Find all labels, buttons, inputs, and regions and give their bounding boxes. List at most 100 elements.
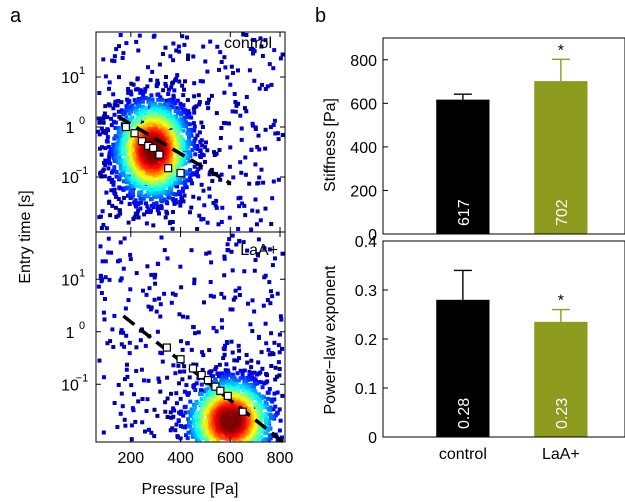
scatter-control-point [232, 92, 237, 96]
scatter-control-point [179, 105, 184, 110]
scatter-laa-point [230, 413, 235, 418]
scatter-laa-point [171, 363, 176, 368]
scatter-control-point [207, 186, 212, 191]
scatter-control-point [130, 174, 135, 179]
scatter-control-point [121, 173, 126, 178]
scatter-laa-point [119, 342, 124, 347]
scatter-control-binned-mean [130, 129, 139, 138]
scatter-control-point [124, 180, 129, 185]
scatter-laa-point [102, 317, 107, 322]
scatter-control-point [166, 92, 171, 96]
scatter-control-point [170, 226, 175, 231]
scatter-control-point [126, 156, 131, 161]
scatter-laa-point [179, 285, 184, 290]
scatter-control-point [205, 101, 209, 106]
scatter-laa-point [205, 418, 210, 423]
scatter-control-point [123, 153, 128, 158]
scatter-control-point [140, 171, 145, 176]
scatter-laa-point [232, 382, 237, 387]
scatter-control-point [221, 121, 226, 125]
scatter-laa-point [158, 389, 163, 394]
scatter-control-point [141, 173, 146, 178]
scatter-control-point [109, 177, 114, 182]
bar-stiffness: 617 702 * 0 200 400 600 800 [350, 37, 625, 244]
scatter-control-point [97, 215, 102, 220]
scatter-control-point [146, 164, 151, 168]
scatter-control-point [121, 51, 126, 56]
scatter-laa-point [275, 291, 280, 296]
scatter-laa-point [165, 375, 170, 380]
scatter-control-point [197, 213, 202, 218]
scatter-control-point [183, 169, 188, 174]
scatter-laa-point [178, 396, 183, 401]
scatter-laa-point [117, 258, 122, 263]
scatter-control-point [102, 160, 106, 165]
scatter-control-point [174, 200, 179, 205]
scatter-laa-point [136, 399, 141, 404]
scatter-laa-point [219, 291, 224, 296]
scatter-control-point [179, 112, 183, 117]
scatter-control-point [160, 97, 164, 102]
scatter-laa-point [276, 343, 281, 348]
scatter-control-point [234, 103, 239, 108]
scatter-laa-y-tick-label: 10 [61, 377, 79, 394]
scatter-control-point [191, 54, 196, 59]
scatter-laa-point [269, 331, 274, 336]
scatter-control-point [159, 197, 164, 202]
scatter-laa-point [103, 275, 108, 280]
scatter-control-point [120, 56, 125, 60]
scatter-control-point [187, 122, 192, 127]
scatter-laa-point [250, 413, 255, 417]
scatter-control-point [183, 79, 187, 84]
scatter-control-point [117, 44, 121, 49]
scatter-laa-point [180, 377, 185, 382]
scatter-laa-point [259, 380, 264, 385]
scatter-control-binned-mean [164, 164, 173, 173]
scatter-control-point [196, 196, 201, 201]
scatter-control-point [173, 180, 178, 185]
bar-power-law-category-label: LaA+ [542, 446, 580, 463]
scatter-laa-point [202, 406, 207, 410]
scatter-laa-point [257, 334, 261, 339]
scatter-laa-point [237, 348, 242, 353]
scatter-laa-point [257, 399, 261, 404]
scatter-control-point [238, 160, 243, 165]
scatter-control-point [186, 53, 191, 58]
scatter-laa-point [202, 409, 207, 414]
scatter-laa-point [265, 298, 270, 302]
scatter-laa-point [206, 398, 211, 403]
scatter-control-point [99, 126, 104, 131]
scatter-control-point [171, 41, 176, 46]
scatter-laa-point [270, 294, 275, 299]
scatter-control-point [201, 44, 206, 49]
scatter-laa-x-tick-label: 400 [167, 450, 194, 467]
scatter-control-point [107, 199, 112, 204]
scatter-control-point [164, 209, 169, 214]
scatter-control-point [140, 104, 145, 109]
scatter-control-point [227, 215, 232, 220]
scatter-laa-point [173, 371, 178, 376]
scatter-control-point [167, 158, 172, 163]
scatter-control-point [206, 106, 211, 111]
scatter-laa-point [277, 373, 282, 378]
scatter-control-point [186, 57, 190, 61]
scatter-laa-point [194, 381, 199, 386]
scatter-laa-point [224, 362, 229, 367]
scatter-control-point [220, 205, 225, 210]
scatter-control-point [162, 197, 167, 202]
scatter-laa-point [183, 410, 188, 415]
scatter-control-point [207, 97, 211, 102]
scatter-control-point [109, 123, 114, 128]
scatter-laa-point [213, 426, 218, 430]
scatter-control-point [189, 141, 194, 146]
scatter-control-point [144, 201, 148, 206]
scatter-laa-point [253, 396, 258, 401]
scatter-laa-point [201, 353, 206, 358]
scatter-control-point [192, 139, 197, 144]
scatter-control-point [196, 93, 201, 98]
scatter-laa-point [193, 388, 198, 392]
scatter-control-point [158, 106, 163, 111]
scatter-control-point [154, 116, 159, 121]
scatter-control-point [112, 165, 117, 170]
scatter-control-point [171, 144, 176, 149]
